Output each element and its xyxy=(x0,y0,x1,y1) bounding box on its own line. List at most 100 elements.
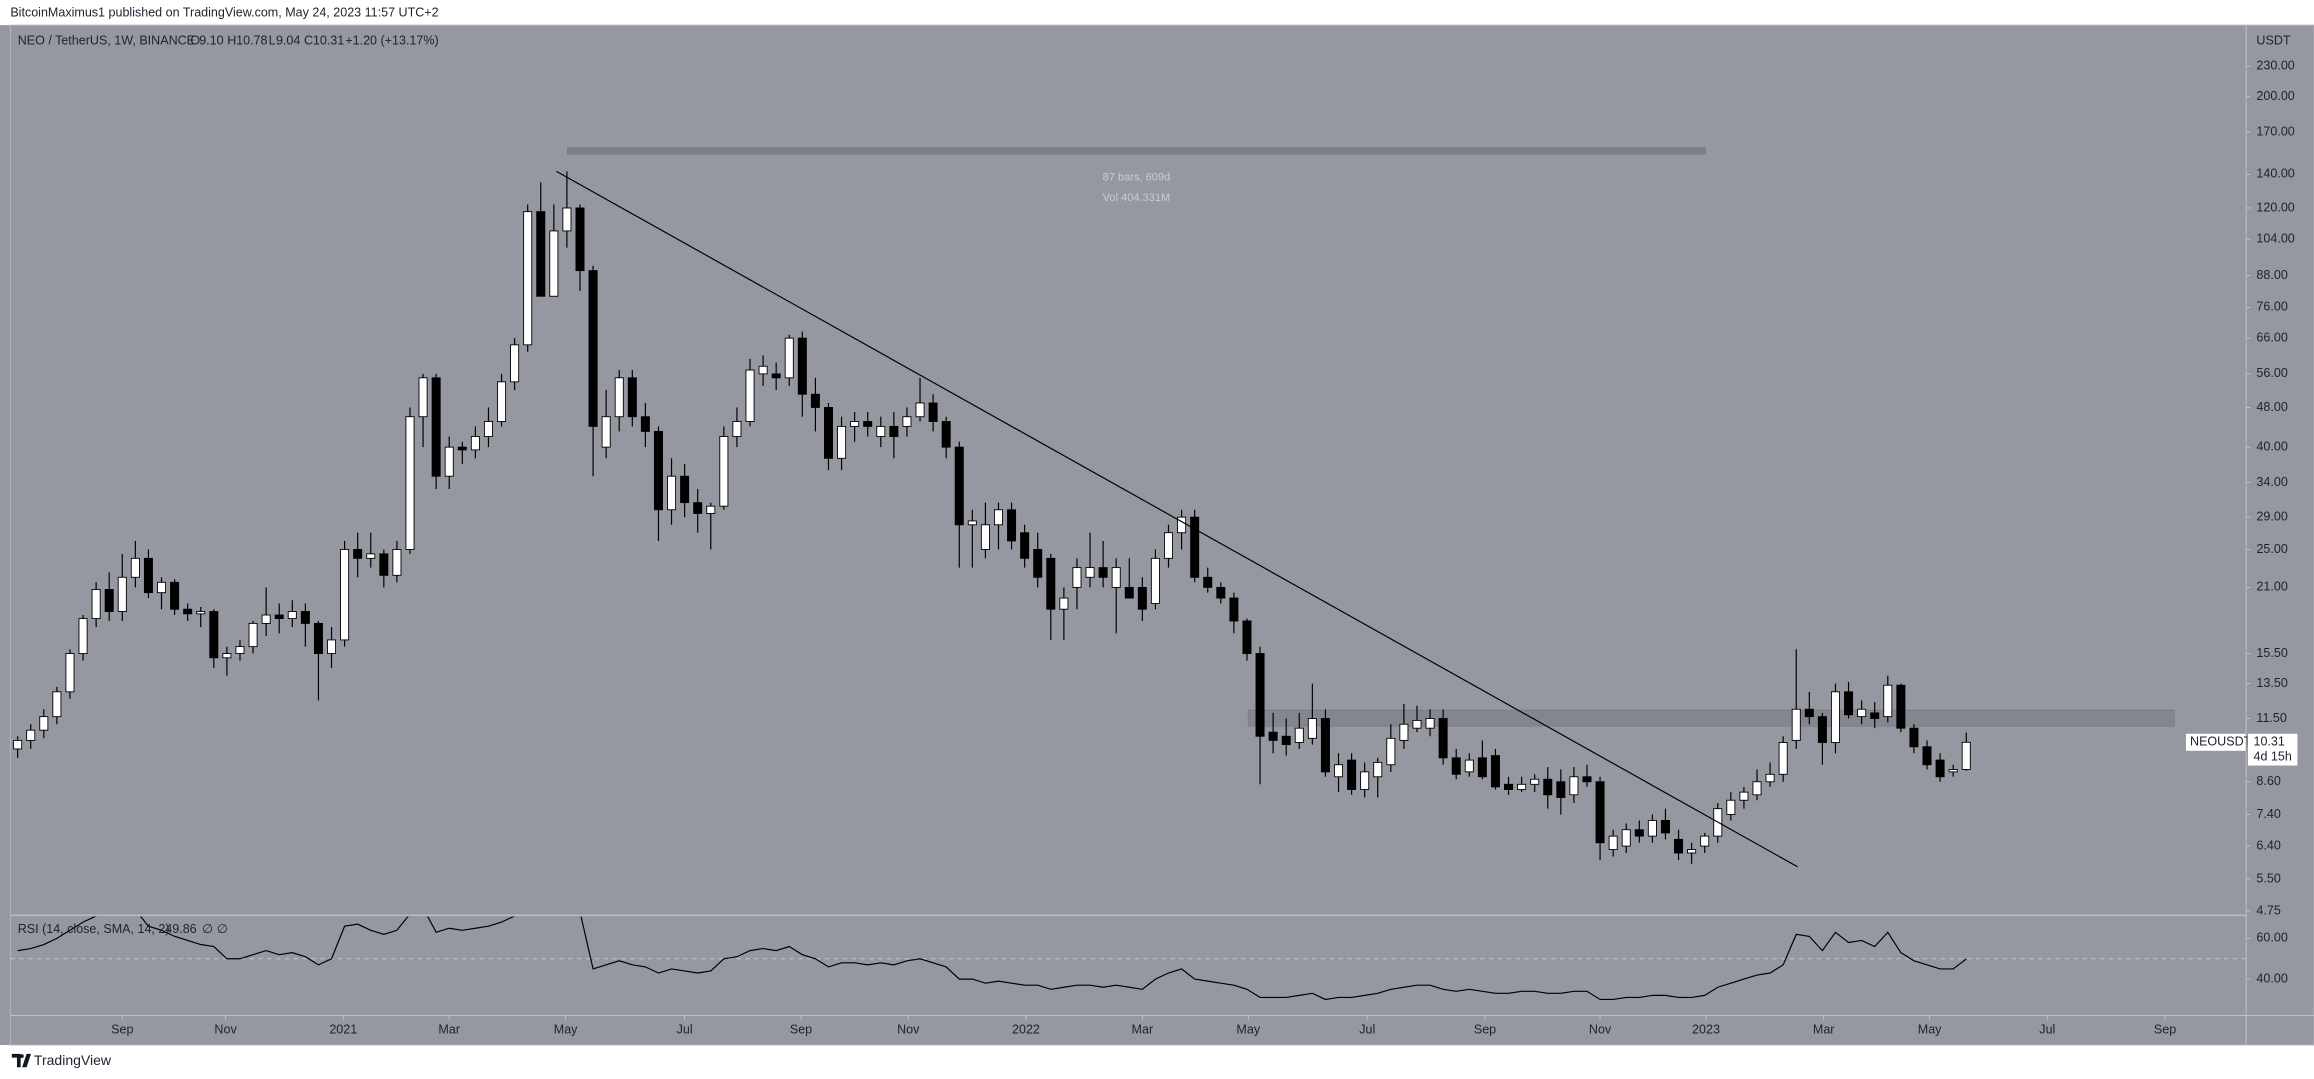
candle-body xyxy=(1046,557,1056,610)
candle-body xyxy=(353,549,363,559)
rsi-y-tick-label: 40.00 xyxy=(2256,971,2287,985)
candle-body xyxy=(1216,586,1226,599)
candle-body xyxy=(1399,723,1409,741)
candle-body xyxy=(1451,757,1461,775)
ohlc-key: C xyxy=(304,34,313,48)
candle-body xyxy=(418,377,428,418)
y-tick-label: 200.00 xyxy=(2256,89,2294,103)
candle-body xyxy=(1870,712,1880,719)
candle-body xyxy=(1922,746,1932,766)
candle-body xyxy=(1935,759,1945,778)
candle-body xyxy=(1647,820,1657,837)
candle-body xyxy=(248,622,258,648)
candle-body xyxy=(1307,718,1317,739)
candle-body xyxy=(52,691,62,718)
candle-body xyxy=(1098,567,1108,578)
ohlc-key: L xyxy=(269,34,276,48)
candle-body xyxy=(1530,778,1540,785)
candle-body xyxy=(1778,742,1788,775)
candle-body xyxy=(536,211,546,297)
candle-body xyxy=(1203,576,1213,588)
candle-body xyxy=(549,230,559,297)
candle-body xyxy=(719,436,729,507)
candle-body xyxy=(261,614,271,624)
candle-body xyxy=(915,402,925,418)
candle-body xyxy=(405,416,415,550)
rsi-legend-value: 49.86 xyxy=(165,922,196,936)
candle-body xyxy=(300,611,310,624)
currency: USDT xyxy=(2256,34,2290,48)
candle-body xyxy=(117,576,127,612)
candle-body xyxy=(1791,708,1801,741)
y-tick-label: 104.00 xyxy=(2256,231,2294,245)
y-tick-label: 15.50 xyxy=(2256,646,2287,660)
ohlc-value: 10.31 xyxy=(313,34,344,48)
candle-body xyxy=(1608,835,1618,850)
candle-body xyxy=(1373,761,1383,778)
candle-body xyxy=(1674,838,1684,854)
x-tick-label: Nov xyxy=(214,1023,237,1037)
candle-body xyxy=(1347,759,1357,790)
x-tick-label: 2021 xyxy=(329,1023,357,1037)
candle-body xyxy=(1294,727,1304,743)
candle-body xyxy=(1190,516,1200,578)
y-tick-label: 56.00 xyxy=(2256,366,2287,380)
candle-body xyxy=(1687,849,1697,854)
candle-body xyxy=(562,207,572,232)
x-tick-label: Sep xyxy=(790,1023,812,1037)
candle-body xyxy=(104,589,114,612)
candle-body xyxy=(1752,781,1762,796)
y-tick-label: 25.00 xyxy=(2256,542,2287,556)
candle-body xyxy=(1804,708,1814,718)
y-tick-label: 8.60 xyxy=(2256,774,2280,788)
candle-body xyxy=(863,421,873,427)
range-measure-label: Vol 404.331M xyxy=(1103,192,1171,204)
candle-body xyxy=(379,553,389,576)
x-tick-label: 2022 xyxy=(1012,1023,1040,1037)
candle-body xyxy=(1739,791,1749,801)
candle-body xyxy=(993,509,1003,526)
candle-body xyxy=(954,446,964,526)
candle-body xyxy=(157,581,167,594)
candle-body xyxy=(758,365,768,375)
symbol: NEO / TetherUS, 1W, BINANCE xyxy=(18,34,195,48)
candle-body xyxy=(706,505,716,514)
candle-body xyxy=(1007,509,1017,542)
footer-brand: TradingView xyxy=(34,1052,112,1068)
candle-body xyxy=(1765,773,1775,783)
rsi-line xyxy=(17,916,1967,1001)
rsi-pane xyxy=(10,916,2247,1001)
candle-body xyxy=(1948,769,1958,773)
candle-body xyxy=(967,520,977,526)
change: +1.20 (+13.17%) xyxy=(345,34,438,48)
candle-body xyxy=(235,646,245,654)
range-measure-label: 87 bars, 609d xyxy=(1103,171,1171,183)
candle-body xyxy=(1517,783,1527,790)
y-tick-label: 170.00 xyxy=(2256,124,2294,138)
candle-body xyxy=(313,622,323,654)
candle-body xyxy=(1425,718,1435,729)
candle-body xyxy=(431,377,441,477)
candle-body xyxy=(889,425,899,437)
candle-body xyxy=(941,421,951,448)
candle-body xyxy=(1896,684,1906,729)
candle-body xyxy=(640,416,650,432)
candle-body xyxy=(274,614,284,620)
candle-body xyxy=(183,608,193,615)
candle-body xyxy=(1164,532,1173,559)
range-measure xyxy=(566,147,1707,155)
candle-body xyxy=(39,716,49,731)
candle-body xyxy=(1857,708,1867,718)
candle-body xyxy=(327,639,337,654)
x-tick-label: Nov xyxy=(897,1023,920,1037)
chart-frame xyxy=(9,24,2314,1046)
y-tick-label: 76.00 xyxy=(2256,300,2287,314)
candle-body xyxy=(680,475,690,504)
ohlc-key: O xyxy=(190,34,200,48)
ohlc-key: H xyxy=(227,34,236,48)
candle-body xyxy=(483,421,493,437)
y-tick-label: 40.00 xyxy=(2256,439,2287,453)
candle-body xyxy=(1438,718,1448,759)
candle-body xyxy=(78,618,88,654)
